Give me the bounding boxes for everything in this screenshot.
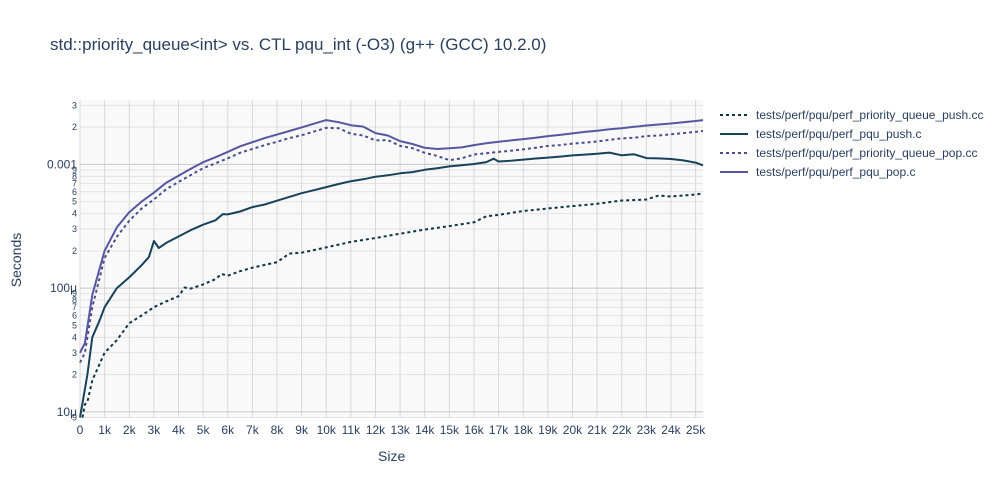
x-tick-label: 21k bbox=[587, 423, 607, 437]
legend-swatch bbox=[720, 170, 748, 173]
y-minor-tick-label: 7 bbox=[72, 302, 77, 312]
y-minor-tick-label: 3 bbox=[72, 224, 77, 234]
y-minor-tick-label: 5 bbox=[72, 320, 77, 330]
legend-swatch bbox=[720, 113, 748, 116]
x-tick-label: 11k bbox=[342, 423, 361, 437]
plot-background bbox=[80, 100, 703, 418]
x-tick-label: 7k bbox=[246, 423, 260, 437]
x-tick-label: 17k bbox=[489, 423, 509, 437]
x-tick-label: 9k bbox=[295, 423, 309, 437]
y-minor-tick-label: 9 bbox=[72, 165, 77, 175]
legend-label: tests/perf/pqu/perf_pqu_push.c bbox=[756, 126, 922, 141]
x-tick-label: 14k bbox=[415, 423, 435, 437]
x-tick-label: 2k bbox=[123, 423, 137, 437]
legend-label: tests/perf/pqu/perf_pqu_pop.c bbox=[756, 164, 916, 179]
series-line-4[interactable] bbox=[79, 119, 704, 354]
y-minor-tick-label: 2 bbox=[72, 122, 77, 132]
y-minor-tick-label: 6 bbox=[72, 187, 77, 197]
chart-title: std::priority_queue<int> vs. CTL pqu_int… bbox=[50, 35, 547, 54]
legend-swatch bbox=[720, 151, 748, 154]
legend-label: tests/perf/pqu/perf_priority_queue_pop.c… bbox=[756, 145, 978, 160]
y-minor-tick-label: 6 bbox=[72, 311, 77, 321]
y-minor-tick-label: 8 bbox=[72, 295, 77, 305]
y-tick-label: 0.001 bbox=[47, 157, 77, 171]
x-axis-ticks: 0 1k 2k 3k 4k 5k 6k 7k 8k 9k 10k 11k 12k 13k 14k 15k 16k… bbox=[77, 423, 707, 437]
x-tick-label: 16k bbox=[464, 423, 484, 437]
x-tick-label: 3k bbox=[148, 423, 162, 437]
legend-item-3[interactable]: tests/perf/pqu/perf_priority_queue_pop.c… bbox=[718, 143, 983, 162]
x-tick-label: 1k bbox=[98, 423, 112, 437]
y-minor-tick-label: 2 bbox=[72, 370, 77, 380]
y-minor-tick-label: 7 bbox=[72, 179, 77, 189]
y-minor-tick-label: 4 bbox=[72, 209, 77, 219]
x-tick-label: 4k bbox=[172, 423, 186, 437]
minor-gridlines bbox=[80, 104, 703, 418]
x-tick-label: 15k bbox=[440, 423, 460, 437]
series-line-2[interactable] bbox=[79, 151, 704, 418]
x-tick-label: 0 bbox=[77, 423, 84, 437]
series-layer bbox=[79, 119, 704, 418]
series-line-3[interactable] bbox=[79, 126, 704, 364]
x-tick-label: 13k bbox=[390, 423, 410, 437]
legend-swatch bbox=[720, 132, 748, 135]
y-tick-label: 10μ bbox=[57, 405, 77, 419]
y-minor-tick-label: 4 bbox=[72, 332, 77, 342]
y-minor-tick-label: 3 bbox=[72, 348, 77, 358]
y-tick-label: 100μ bbox=[50, 281, 77, 295]
legend[interactable]: tests/perf/pqu/perf_priority_queue_push.… bbox=[718, 105, 983, 181]
y-minor-tick-label: 3 bbox=[72, 100, 77, 110]
x-tick-label: 20k bbox=[563, 423, 583, 437]
legend-item-4[interactable]: tests/perf/pqu/perf_pqu_pop.c bbox=[718, 162, 983, 181]
y-minor-tick-label: 8 bbox=[72, 171, 77, 181]
x-tick-label: 22k bbox=[612, 423, 632, 437]
legend-label: tests/perf/pqu/perf_priority_queue_push.… bbox=[756, 107, 984, 122]
legend-item-2[interactable]: tests/perf/pqu/perf_pqu_push.c bbox=[718, 124, 983, 143]
x-axis-title: Size bbox=[378, 448, 406, 464]
x-tick-label: 10k bbox=[317, 423, 337, 437]
x-tick-label: 6k bbox=[221, 423, 235, 437]
x-tick-label: 23k bbox=[637, 423, 657, 437]
x-tick-label: 5k bbox=[197, 423, 211, 437]
legend-item-1[interactable]: tests/perf/pqu/perf_priority_queue_push.… bbox=[718, 105, 983, 124]
y-minor-tick-label: 5 bbox=[72, 197, 77, 207]
x-tick-label: 18k bbox=[514, 423, 534, 437]
x-tick-label: 25k bbox=[686, 423, 706, 437]
x-tick-label: 12k bbox=[366, 423, 386, 437]
major-gridlines bbox=[79, 100, 703, 418]
y-minor-tick-label: 9 bbox=[72, 289, 77, 299]
x-tick-label: 19k bbox=[538, 423, 558, 437]
y-minor-tick-label: 2 bbox=[72, 246, 77, 256]
x-tick-label: 8k bbox=[271, 423, 285, 437]
x-tick-label: 24k bbox=[661, 423, 681, 437]
y-minor-tick-label: 9 bbox=[72, 412, 77, 422]
